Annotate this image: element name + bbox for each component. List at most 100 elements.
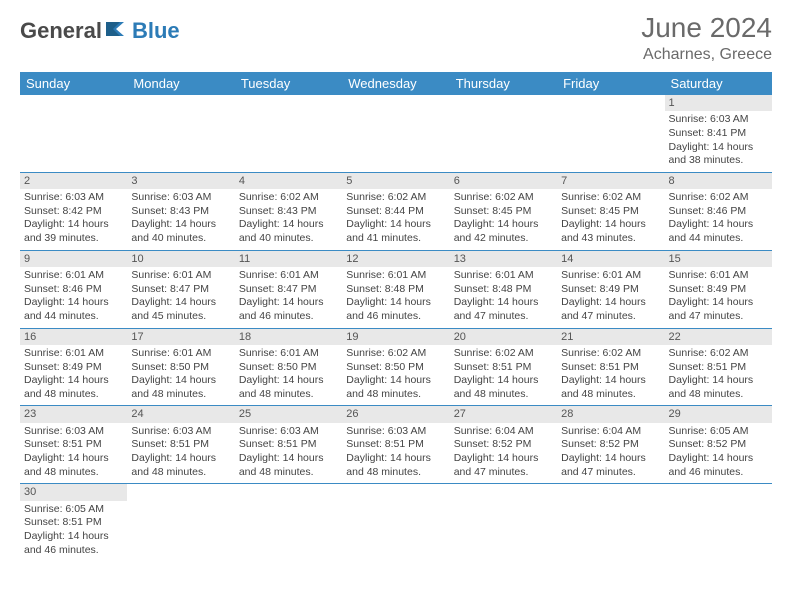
sunset-line: Sunset: 8:46 PM <box>669 205 768 219</box>
daylight-line: Daylight: 14 hours and 47 minutes. <box>561 452 660 479</box>
calendar-cell: 27Sunrise: 6:04 AMSunset: 8:52 PMDayligh… <box>450 406 557 484</box>
calendar-cell: 3Sunrise: 6:03 AMSunset: 8:43 PMDaylight… <box>127 172 234 250</box>
day-number-row: 3 <box>127 173 234 189</box>
calendar-cell: 8Sunrise: 6:02 AMSunset: 8:46 PMDaylight… <box>665 172 772 250</box>
sunset-line: Sunset: 8:48 PM <box>346 283 445 297</box>
daylight-line: Daylight: 14 hours and 43 minutes. <box>561 218 660 245</box>
calendar-cell <box>20 95 127 172</box>
calendar-cell: 14Sunrise: 6:01 AMSunset: 8:49 PMDayligh… <box>557 250 664 328</box>
sunrise-line: Sunrise: 6:02 AM <box>561 191 660 205</box>
day-number-row: 29 <box>665 406 772 422</box>
sunset-line: Sunset: 8:50 PM <box>346 361 445 375</box>
day-number-row: 23 <box>20 406 127 422</box>
day-number-row: 21 <box>557 329 664 345</box>
daylight-line: Daylight: 14 hours and 48 minutes. <box>346 374 445 401</box>
daylight-line: Daylight: 14 hours and 47 minutes. <box>561 296 660 323</box>
sunset-line: Sunset: 8:45 PM <box>454 205 553 219</box>
day-number-row: 28 <box>557 406 664 422</box>
day-number: 14 <box>561 253 573 265</box>
sunset-line: Sunset: 8:51 PM <box>131 438 230 452</box>
sunrise-line: Sunrise: 6:01 AM <box>669 269 768 283</box>
calendar-cell <box>342 484 449 561</box>
day-number: 3 <box>131 175 137 187</box>
daylight-line: Daylight: 14 hours and 46 minutes. <box>346 296 445 323</box>
day-header: Thursday <box>450 72 557 95</box>
sunset-line: Sunset: 8:41 PM <box>669 127 768 141</box>
day-header: Monday <box>127 72 234 95</box>
sunrise-line: Sunrise: 6:03 AM <box>24 191 123 205</box>
daylight-line: Daylight: 14 hours and 48 minutes. <box>24 374 123 401</box>
daylight-line: Daylight: 14 hours and 47 minutes. <box>669 296 768 323</box>
calendar-cell: 5Sunrise: 6:02 AMSunset: 8:44 PMDaylight… <box>342 172 449 250</box>
calendar-week-row: 23Sunrise: 6:03 AMSunset: 8:51 PMDayligh… <box>20 406 772 484</box>
day-header: Sunday <box>20 72 127 95</box>
day-number-row: 17 <box>127 329 234 345</box>
sunset-line: Sunset: 8:51 PM <box>239 438 338 452</box>
sunrise-line: Sunrise: 6:05 AM <box>669 425 768 439</box>
day-number: 17 <box>131 331 143 343</box>
day-number-row: 13 <box>450 251 557 267</box>
sunset-line: Sunset: 8:42 PM <box>24 205 123 219</box>
sunrise-line: Sunrise: 6:03 AM <box>131 425 230 439</box>
calendar-cell: 1Sunrise: 6:03 AMSunset: 8:41 PMDaylight… <box>665 95 772 172</box>
calendar-cell: 29Sunrise: 6:05 AMSunset: 8:52 PMDayligh… <box>665 406 772 484</box>
sunrise-line: Sunrise: 6:01 AM <box>561 269 660 283</box>
day-number: 26 <box>346 408 358 420</box>
calendar-cell <box>557 95 664 172</box>
sunset-line: Sunset: 8:51 PM <box>24 516 123 530</box>
calendar-cell: 4Sunrise: 6:02 AMSunset: 8:43 PMDaylight… <box>235 172 342 250</box>
calendar-cell <box>450 95 557 172</box>
day-number: 20 <box>454 331 466 343</box>
day-number: 30 <box>24 486 36 498</box>
day-number: 8 <box>669 175 675 187</box>
daylight-line: Daylight: 14 hours and 46 minutes. <box>239 296 338 323</box>
calendar-week-row: 9Sunrise: 6:01 AMSunset: 8:46 PMDaylight… <box>20 250 772 328</box>
calendar-table: Sunday Monday Tuesday Wednesday Thursday… <box>20 72 772 561</box>
calendar-cell: 19Sunrise: 6:02 AMSunset: 8:50 PMDayligh… <box>342 328 449 406</box>
sunrise-line: Sunrise: 6:02 AM <box>454 191 553 205</box>
daylight-line: Daylight: 14 hours and 41 minutes. <box>346 218 445 245</box>
calendar-cell: 23Sunrise: 6:03 AMSunset: 8:51 PMDayligh… <box>20 406 127 484</box>
daylight-line: Daylight: 14 hours and 40 minutes. <box>239 218 338 245</box>
day-number-row: 30 <box>20 484 127 500</box>
day-header: Wednesday <box>342 72 449 95</box>
daylight-line: Daylight: 14 hours and 42 minutes. <box>454 218 553 245</box>
calendar-cell: 28Sunrise: 6:04 AMSunset: 8:52 PMDayligh… <box>557 406 664 484</box>
calendar-cell <box>450 484 557 561</box>
daylight-line: Daylight: 14 hours and 48 minutes. <box>561 374 660 401</box>
sunrise-line: Sunrise: 6:02 AM <box>669 347 768 361</box>
sunrise-line: Sunrise: 6:01 AM <box>239 347 338 361</box>
sunrise-line: Sunrise: 6:01 AM <box>131 347 230 361</box>
brand-logo: General Blue <box>20 18 180 44</box>
sunrise-line: Sunrise: 6:02 AM <box>454 347 553 361</box>
day-number: 2 <box>24 175 30 187</box>
day-number-row: 11 <box>235 251 342 267</box>
sunset-line: Sunset: 8:46 PM <box>24 283 123 297</box>
calendar-week-row: 16Sunrise: 6:01 AMSunset: 8:49 PMDayligh… <box>20 328 772 406</box>
sunrise-line: Sunrise: 6:03 AM <box>239 425 338 439</box>
calendar-cell: 7Sunrise: 6:02 AMSunset: 8:45 PMDaylight… <box>557 172 664 250</box>
daylight-line: Daylight: 14 hours and 48 minutes. <box>131 374 230 401</box>
daylight-line: Daylight: 14 hours and 46 minutes. <box>24 530 123 557</box>
calendar-week-row: 1Sunrise: 6:03 AMSunset: 8:41 PMDaylight… <box>20 95 772 172</box>
sunset-line: Sunset: 8:52 PM <box>669 438 768 452</box>
sunrise-line: Sunrise: 6:01 AM <box>239 269 338 283</box>
title-block: June 2024 Acharnes, Greece <box>641 12 772 64</box>
day-number-row: 19 <box>342 329 449 345</box>
day-number-row: 12 <box>342 251 449 267</box>
day-number: 9 <box>24 253 30 265</box>
sunrise-line: Sunrise: 6:04 AM <box>454 425 553 439</box>
sunrise-line: Sunrise: 6:01 AM <box>24 269 123 283</box>
day-number: 22 <box>669 331 681 343</box>
calendar-cell <box>127 484 234 561</box>
daylight-line: Daylight: 14 hours and 48 minutes. <box>131 452 230 479</box>
sunrise-line: Sunrise: 6:03 AM <box>669 113 768 127</box>
day-number-row: 2 <box>20 173 127 189</box>
header: General Blue June 2024 Acharnes, Greece <box>20 12 772 64</box>
sunrise-line: Sunrise: 6:03 AM <box>131 191 230 205</box>
sunset-line: Sunset: 8:51 PM <box>346 438 445 452</box>
sunrise-line: Sunrise: 6:01 AM <box>24 347 123 361</box>
day-number-row: 8 <box>665 173 772 189</box>
day-number: 23 <box>24 408 36 420</box>
daylight-line: Daylight: 14 hours and 40 minutes. <box>131 218 230 245</box>
